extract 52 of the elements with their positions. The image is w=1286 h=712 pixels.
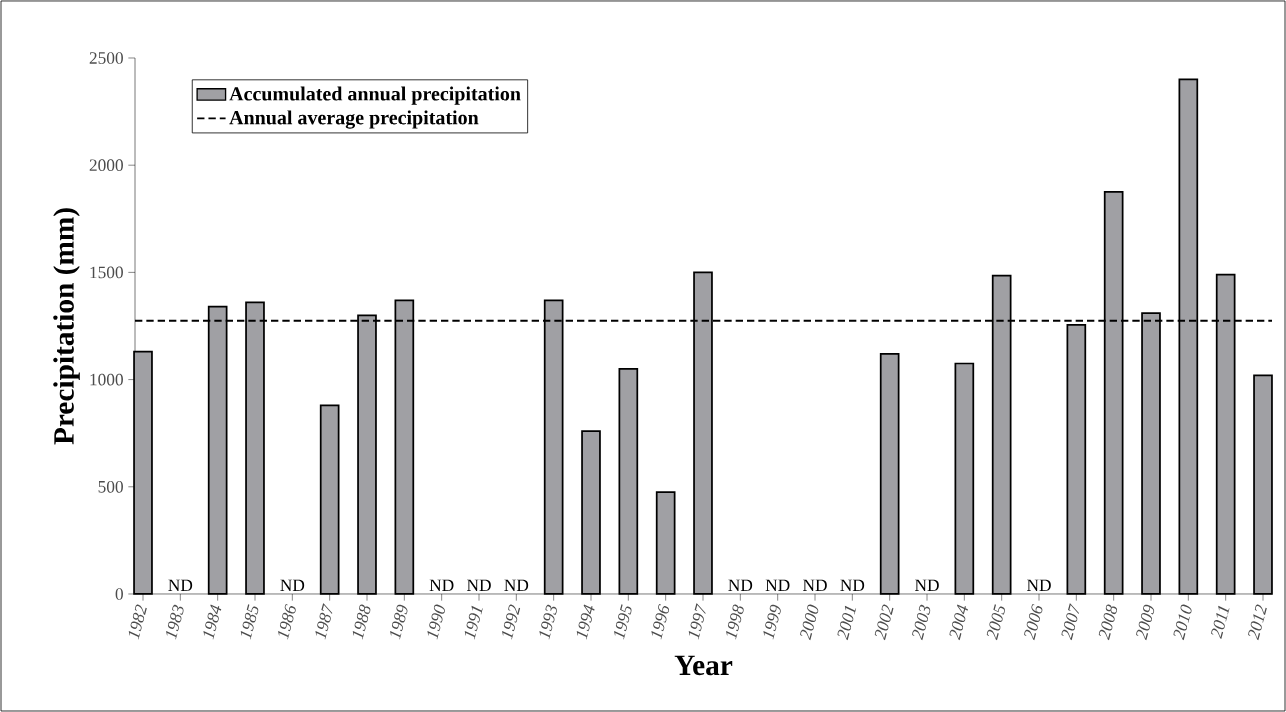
x-tick-label: 2010 — [1173, 604, 1192, 641]
x-tick-label: 1995 — [614, 604, 632, 640]
text: ND — [504, 579, 529, 592]
x-tick-label: 1983 — [166, 604, 184, 640]
x-tick-label: 2007 — [1061, 603, 1079, 641]
y-tick-label: 1500 — [90, 266, 123, 279]
text: ND — [728, 579, 753, 592]
text: ND — [802, 579, 827, 592]
x-tick-label: 1993 — [539, 604, 557, 640]
x-tick-label: 2011 — [1211, 605, 1230, 639]
y-tick-label: 500 — [98, 480, 123, 493]
text: ND — [840, 579, 865, 592]
x-tick-label: 2009 — [1136, 604, 1155, 641]
text: ND — [280, 579, 305, 592]
x-tick-label: 2000 — [800, 604, 819, 641]
x-tick-label: 1997 — [688, 603, 706, 640]
text: ND — [765, 579, 790, 592]
x-tick-label: 1987 — [315, 603, 333, 640]
x-tick-label: 2003 — [912, 604, 931, 641]
x-tick-label: 1982 — [128, 604, 147, 640]
x-tick-label: 1984 — [203, 604, 222, 640]
text: ND — [466, 579, 491, 592]
x-tick-label: 1996 — [651, 603, 670, 640]
x-tick-label: 2008 — [1098, 604, 1118, 641]
y-tick-label: 2000 — [89, 159, 123, 172]
x-tick-label: 1999 — [763, 604, 781, 640]
text: ND — [429, 579, 454, 592]
legend-label: Annual average precipitation — [229, 110, 479, 129]
x-tick-label: 2004 — [949, 604, 968, 641]
x-tick-label: 1986 — [278, 603, 296, 640]
x-tick-label: 2002 — [874, 604, 894, 641]
x-tick-label: 1989 — [390, 604, 408, 640]
text: ND — [168, 579, 193, 592]
x-tick-label: 1988 — [352, 604, 371, 640]
x-tick-label: 2012 — [1248, 604, 1267, 641]
y-tick-label: 2500 — [89, 52, 123, 64]
text: ND — [914, 579, 939, 592]
x-tick-label: 1991 — [464, 605, 483, 640]
x-tick-label: 1985 — [240, 604, 259, 640]
x-tick-label: 2005 — [986, 604, 1005, 641]
x-tick-label: 1994 — [576, 604, 595, 640]
y-tick-label: 1000 — [90, 373, 123, 386]
x-tick-label: 1992 — [502, 604, 521, 640]
legend-label: Accumulated annual precipitation — [229, 86, 521, 105]
x-tick-label: 2006 — [1024, 603, 1043, 641]
x-tick-label: 2001 — [837, 605, 857, 641]
y-tick-label: 0 — [115, 588, 123, 600]
x-axis-title: Year — [674, 655, 733, 676]
text: ND — [1026, 579, 1051, 592]
x-tick-label: 1990 — [427, 604, 445, 640]
x-tick-label: 1998 — [726, 604, 744, 640]
y-axis-title: Precipitation (mm) — [53, 208, 80, 445]
